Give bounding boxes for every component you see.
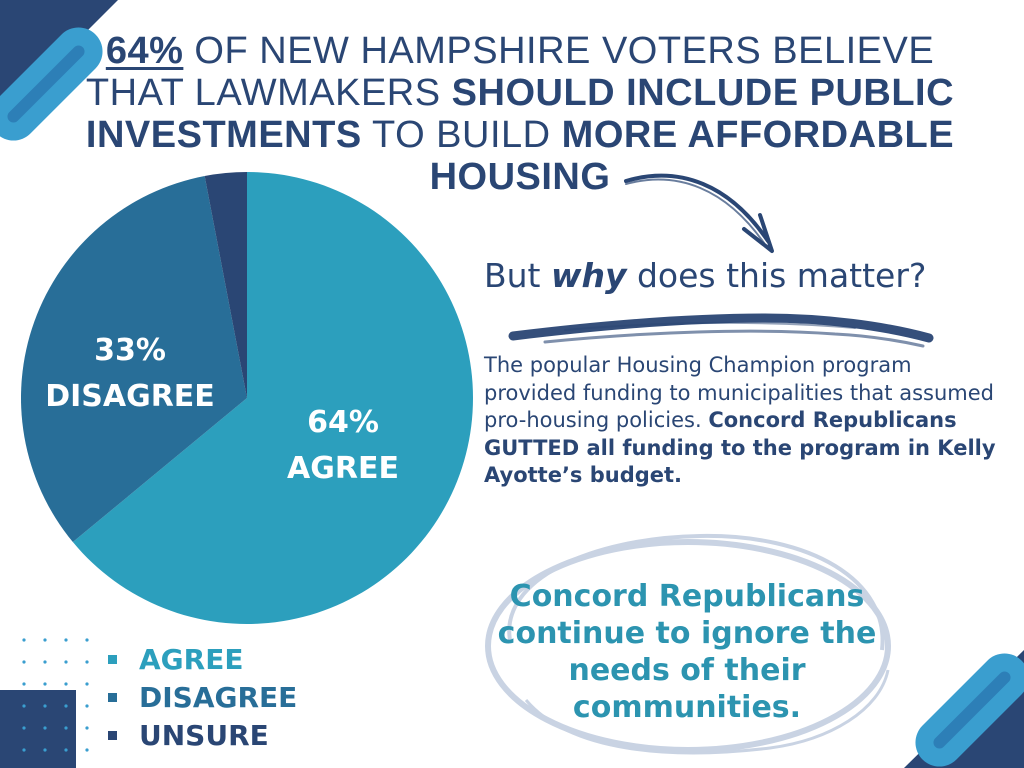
subheading-post: does this matter? — [626, 256, 927, 295]
pie-chart: 64% AGREE 33% DISAGREE — [20, 172, 473, 624]
dot-grid — [0, 638, 89, 768]
pie-label-name-agree: AGREE — [287, 451, 399, 486]
legend-swatch — [108, 692, 117, 702]
legend-item-agree: AGREE — [108, 640, 297, 678]
pie-slices — [20, 172, 473, 624]
subheading-emphasis: why — [550, 256, 627, 295]
legend-item-disagree: DISAGREE — [108, 678, 297, 716]
headline-percent: 64% — [105, 30, 184, 72]
headline-part-4: MORE AFFORDABLE HOUSING — [429, 114, 955, 198]
corner-block — [0, 690, 76, 768]
pie-slice-agree — [72, 172, 473, 624]
pie-label-pct-disagree: 33% — [94, 333, 166, 368]
chart-legend: AGREE DISAGREE UNSURE — [108, 640, 297, 754]
legend-label: UNSURE — [139, 718, 269, 752]
legend-swatch — [108, 730, 117, 740]
pie-label-name-disagree: DISAGREE — [45, 379, 215, 414]
arrow-icon — [624, 173, 774, 253]
pie-labels: 64% AGREE 33% DISAGREE — [45, 333, 399, 486]
pie-label-pct-agree: 64% — [307, 405, 379, 440]
pie-slice-disagree — [20, 176, 248, 543]
legend-item-unsure: UNSURE — [108, 716, 297, 754]
body-text: The popular Housing Champion program pro… — [484, 353, 994, 432]
hand-drawn-circle — [485, 533, 891, 755]
subheading: But why does this matter? — [484, 256, 926, 295]
body-paragraph: The popular Housing Champion program pro… — [484, 352, 1004, 490]
subheading-pre: But — [484, 256, 551, 295]
capsule-shape — [0, 27, 103, 141]
callout-text: Concord Republicans continue to ignore t… — [497, 579, 877, 725]
headline-part-3: TO BUILD — [361, 114, 562, 156]
legend-label: DISAGREE — [139, 680, 298, 714]
capsule-shape — [915, 653, 1024, 767]
legend-label: AGREE — [139, 642, 244, 676]
headline-part-1: OF NEW HAMPSHIRE VOTERS BELIEVE THAT LAW… — [85, 30, 935, 114]
bottom-right-decoration — [904, 650, 1024, 768]
top-left-decoration — [0, 0, 118, 141]
body-bold-text: Concord Republicans GUTTED all funding t… — [484, 408, 996, 487]
headline-part-2: SHOULD INCLUDE PUBLIC INVESTMENTS — [85, 72, 955, 156]
headline: 64% OF NEW HAMPSHIRE VOTERS BELIEVE THAT… — [60, 30, 980, 198]
brush-stroke — [508, 313, 934, 348]
pie-slice-unsure — [204, 172, 247, 398]
legend-swatch — [108, 654, 117, 664]
